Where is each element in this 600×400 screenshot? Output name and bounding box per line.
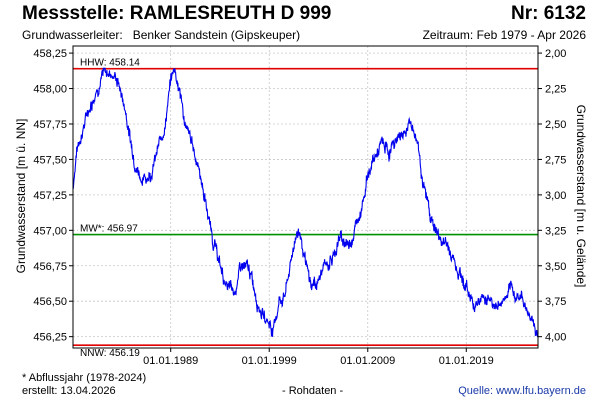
y-right-tick-label: 3,75 [545,296,566,308]
groundwater-level-series [72,64,539,338]
reference-lines [73,67,538,346]
source-link[interactable]: Quelle: www.lfu.bayern.de [458,385,586,397]
y-tick-label: 458,00 [33,84,67,96]
station-title: Messstelle: RAMLESREUTH D 999 [22,3,332,24]
x-tick-label: 01.01.2009 [340,355,395,367]
series-layer [72,64,539,338]
x-tick-label: 01.01.1989 [143,355,198,367]
station-number: Nr: 6132 [511,3,586,24]
y-tick-label: 457,00 [33,225,67,237]
reference-label-bg [78,222,140,234]
y-tick-label: 457,75 [33,119,67,131]
aquifer-line: Grundwasserleiter: Benker Sandstein (Gip… [22,28,300,42]
y-right-tick-label: 3,25 [545,225,566,237]
y-axis-title-right: Grundwasserstand [m u. Gelände] [574,105,588,288]
created-date: erstellt: 13.04.2026 [22,385,116,397]
y-right-tick-label: 2,25 [545,84,566,96]
reference-label-bg [78,347,140,359]
y-tick-label: 457,50 [33,154,67,166]
y-tick-label: 456,25 [33,332,67,344]
y-right-tick-label: 2,75 [545,154,566,166]
footnote: * Abflussjahr (1978-2024) [22,372,147,384]
tick-labels: 458,25 458,00 457,75 457,50 457,25 457,00 456,… [33,48,566,367]
y-right-tick-label: 2,50 [545,119,566,131]
y-tick-label: 456,50 [33,296,67,308]
y-tick-label: 457,25 [33,190,67,202]
y-axis-title-left: Grundwasserstand [m ü. NN] [14,119,28,274]
y-tick-label: 456,75 [33,261,67,273]
reference-label-mean: MW*: 456.97 [80,224,138,235]
y-right-tick-label: 2,00 [545,48,566,60]
reference-label-bg [78,56,140,68]
grid-lines [73,46,538,348]
reference-label-max: HHW: 458.14 [80,58,140,69]
x-tick-label: 01.01.1999 [242,355,297,367]
period-label: Zeitraum: Feb 1979 - Apr 2026 [422,28,586,42]
plot-frame [72,45,539,349]
y-right-tick-label: 4,00 [545,332,566,344]
aquifer-label: Grundwasserleiter: [22,28,123,42]
reference-label-min: NNW: 456.19 [80,348,140,359]
reference-labels: HHW: 458.14 MW*: 456.97 NNW: 456.19 [78,56,140,359]
y-tick-label: 458,25 [33,48,67,60]
x-tick-label: 01.01.2019 [439,355,494,367]
raw-data-note: - Rohdaten - [282,385,344,397]
aquifer-value: Benker Sandstein (Gipskeuper) [132,28,301,42]
y-right-tick-label: 3,00 [545,190,566,202]
y-right-tick-label: 3,50 [545,261,566,273]
